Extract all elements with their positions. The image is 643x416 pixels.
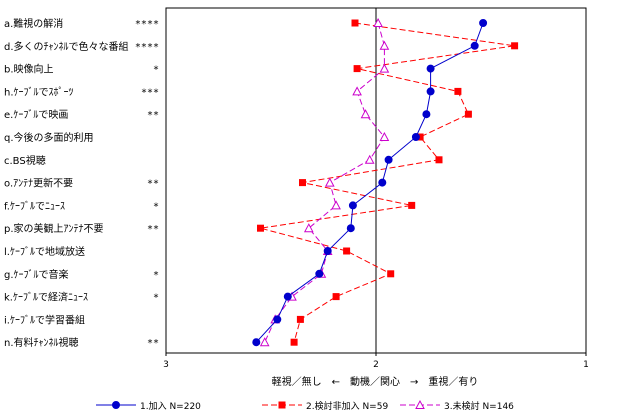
category-label: k.ｹｰﾌﾞﾙで経済ﾆｭｰｽ [4, 291, 88, 304]
significance-mark: ** [147, 179, 159, 190]
series-point [324, 177, 335, 187]
series-point [299, 179, 306, 187]
series-3 [259, 17, 390, 347]
series-point [352, 86, 362, 96]
series-point [384, 155, 393, 164]
significance-mark: * [153, 65, 159, 76]
series-point [387, 270, 395, 278]
category-label: l.ｹｰﾌﾞﾙで地域放送 [4, 245, 85, 258]
series-point [343, 247, 351, 255]
series-point [364, 154, 375, 164]
series-point [112, 401, 120, 409]
series-point [411, 133, 420, 141]
series-1 [252, 19, 488, 347]
significance-mark: ** [147, 338, 159, 349]
category-label: g.ｹｰﾌﾞﾙで音楽 [4, 268, 69, 281]
series-point [252, 338, 261, 347]
legend: 1.加入 N=220 2.検討非加入 N=59 3.未検討 N=146 [96, 399, 514, 412]
category-label: q.今後の多面的利用 [4, 131, 94, 144]
category-label: i.ｹｰﾌﾞﾙで学習番組 [4, 313, 85, 326]
series-point [278, 401, 286, 409]
significance-mark: **** [135, 19, 159, 30]
series-point [416, 133, 424, 141]
series-point [257, 224, 264, 232]
legend-item: 2.検討非加入 N=59 [262, 400, 388, 412]
legend-item: 1.加入 N=220 [96, 401, 201, 412]
x-tick-label: 1 [583, 360, 589, 370]
series-point [290, 338, 298, 346]
series-point [479, 19, 488, 27]
series-point [348, 201, 357, 210]
significance-mark: * [153, 201, 159, 212]
category-label: d.多くのﾁｬﾝﾈﾙで色々な番組 [4, 40, 129, 53]
category-label: n.有料ﾁｬﾝﾈﾙ視聴 [4, 336, 79, 349]
series-point [259, 337, 270, 347]
series-point [303, 223, 314, 233]
series-2 [257, 19, 519, 346]
series-point [378, 178, 387, 187]
significance-mark: * [153, 270, 159, 281]
x-tick-label: 3 [163, 360, 169, 370]
category-label: o.ｱﾝﾃﾅ更新不要 [4, 177, 73, 190]
category-labels: a.難視の解消 d.多くのﾁｬﾝﾈﾙで色々な番組 b.映像向上 h.ｹｰﾌﾞﾙでｽﾎﾟ… [4, 17, 129, 349]
legend-label: 3.未検討 N=146 [444, 400, 514, 412]
series-layer [252, 17, 519, 347]
series-point [511, 42, 519, 50]
series-point [408, 201, 416, 209]
significance-mark: *** [141, 87, 159, 98]
series-point [353, 65, 361, 73]
series-point [373, 17, 383, 27]
x-axis-title: 軽視／無し ← 動機／関心 → 重視／有り [272, 375, 479, 388]
series-point [331, 200, 341, 210]
legend-label: 2.検討非加入 N=59 [306, 400, 388, 412]
series-point [351, 19, 359, 27]
category-label: b.映像向上 [4, 63, 54, 76]
category-label: p.家の美観上ｱﾝﾃﾅ不要 [4, 222, 104, 235]
series-point [323, 247, 332, 255]
series-point [426, 87, 435, 96]
significance-mark: * [153, 293, 159, 304]
x-axis-ticks: 3 2 1 [163, 353, 589, 370]
category-label: f.ｹｰﾌﾞﾙでﾆｭｰｽ [4, 200, 65, 212]
series-point [346, 224, 355, 233]
legend-item: 3.未検討 N=146 [400, 399, 514, 412]
category-label: h.ｹｰﾌﾞﾙでｽﾎﾟｰﾂ [4, 86, 74, 98]
legend-label: 1.加入 N=220 [140, 401, 201, 412]
series-point [415, 399, 425, 409]
series-point [296, 315, 304, 323]
series-point [454, 87, 462, 95]
x-tick-label: 2 [373, 360, 379, 370]
series-point [470, 41, 479, 50]
series-point [315, 269, 324, 278]
plot-area [165, 7, 587, 354]
category-label: c.BS視聴 [4, 154, 46, 167]
series-point [379, 63, 390, 73]
series-point [464, 110, 472, 118]
series-point [283, 292, 292, 301]
significance-mark: **** [135, 42, 159, 53]
series-point [273, 315, 282, 324]
significance-mark: ** [147, 110, 159, 121]
series-point [332, 293, 340, 301]
category-label: e.ｹｰﾌﾞﾙで映画 [4, 109, 68, 121]
significance-labels: *********************** [135, 19, 159, 349]
significance-mark: ** [147, 224, 159, 235]
series-point [435, 156, 443, 164]
series-point [379, 131, 390, 141]
series-point [422, 110, 431, 119]
series-point [360, 109, 371, 119]
series-point [379, 40, 390, 50]
series-point [426, 64, 435, 73]
category-label: a.難視の解消 [4, 17, 63, 30]
